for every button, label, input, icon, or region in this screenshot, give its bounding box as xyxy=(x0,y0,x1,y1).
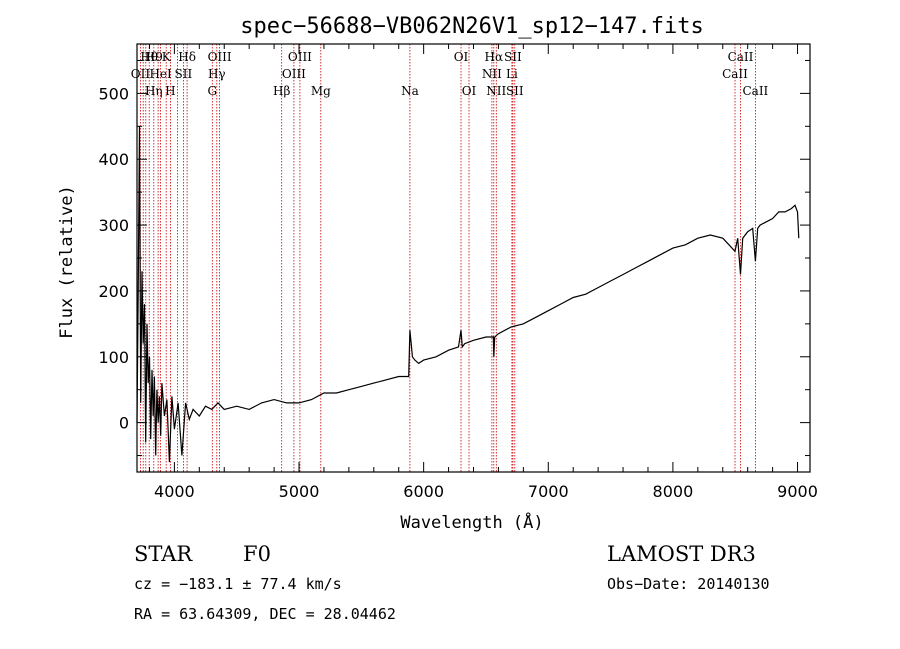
y-tick-label: 100 xyxy=(98,348,129,367)
line-label: NII xyxy=(482,67,502,81)
line-label: H xyxy=(165,84,175,98)
line-label: Hθ xyxy=(140,50,158,64)
line-label: CaII xyxy=(728,50,754,64)
y-axis-ticks: 0 100 200 300 400 500 xyxy=(98,59,810,457)
line-label: CaII xyxy=(742,84,768,98)
y-tick-label: 500 xyxy=(98,84,129,103)
y-tick-label: 200 xyxy=(98,282,129,301)
chart-title: spec−56688−VB062N26V1_sp12−147.fits xyxy=(240,14,704,39)
x-tick-label: 9000 xyxy=(777,482,818,501)
line-label: Hβ xyxy=(273,84,290,98)
line-label: G xyxy=(208,84,218,98)
line-label: NII xyxy=(486,84,506,98)
x-axis-label: Wavelength (Å) xyxy=(400,511,543,533)
x-tick-label: 7000 xyxy=(528,482,569,501)
coordinates: RA = 63.64309, DEC = 28.04462 xyxy=(134,605,396,623)
line-label: SII xyxy=(506,84,524,98)
observation-date: Obs−Date: 20140130 xyxy=(607,575,770,593)
line-label: SII xyxy=(175,67,193,81)
line-label: OIII xyxy=(208,50,232,64)
line-label: OIII xyxy=(288,50,312,64)
y-tick-label: 300 xyxy=(98,216,129,235)
y-tick-label: 400 xyxy=(98,150,129,169)
y-axis-label: Flux (relative) xyxy=(57,185,77,339)
line-label: Hδ xyxy=(178,50,196,64)
line-label: HeI xyxy=(149,67,172,81)
object-class: STAR xyxy=(134,542,193,566)
survey-name: LAMOST DR3 xyxy=(607,542,756,566)
line-label: OII xyxy=(131,67,151,81)
line-label: CaII xyxy=(722,67,748,81)
x-axis-ticks: 4000 5000 6000 7000 8000 9000 xyxy=(148,44,818,501)
redshift-velocity: cz = −183.1 ± 77.4 km/s xyxy=(134,575,342,593)
x-tick-label: 4000 xyxy=(154,482,195,501)
x-tick-label: 6000 xyxy=(403,482,444,501)
line-label: OIII xyxy=(282,67,306,81)
object-subclass: F0 xyxy=(243,542,271,566)
line-label: Li xyxy=(506,67,518,81)
line-label: H9 xyxy=(145,50,163,64)
line-label: Hα xyxy=(485,50,504,64)
line-label: K xyxy=(162,50,172,64)
line-label: Hη xyxy=(145,84,163,98)
line-label: Hγ xyxy=(208,67,226,81)
x-tick-label: 8000 xyxy=(653,482,694,501)
x-tick-label: 5000 xyxy=(279,482,320,501)
y-tick-label: 0 xyxy=(119,414,129,433)
spectrum-line xyxy=(136,126,800,463)
line-label: Na xyxy=(401,84,419,98)
line-label: SII xyxy=(504,50,522,64)
line-label: OI xyxy=(454,50,469,64)
line-label: Mg xyxy=(311,84,331,98)
line-label: OI xyxy=(462,84,477,98)
plot-frame xyxy=(136,43,811,473)
